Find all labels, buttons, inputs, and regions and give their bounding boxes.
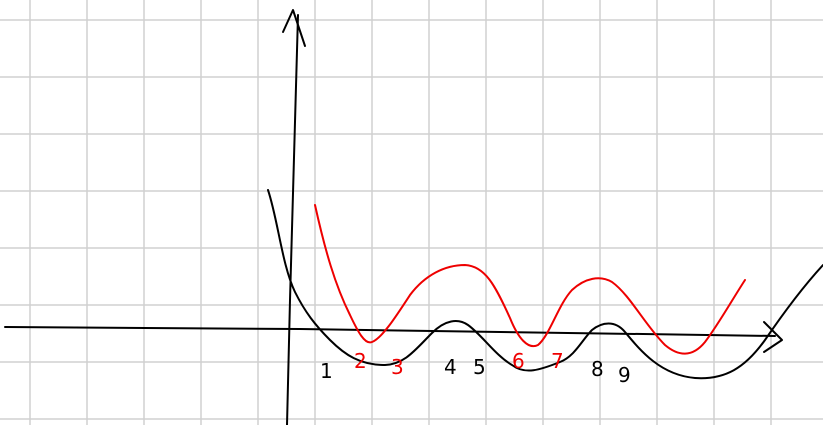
point-labels: 1 2 3 4 5 6 7 8 9 [320,349,631,387]
point-label: 8 [591,357,604,381]
sketch: 1 2 3 4 5 6 7 8 9 [0,0,823,425]
point-label: 4 [444,355,457,379]
x-axis [5,327,775,336]
point-label: 1 [320,359,333,383]
black-curve [268,190,823,378]
point-label: 3 [391,355,404,379]
point-label: 9 [618,363,631,387]
red-curve [315,205,745,354]
point-label: 2 [354,349,367,373]
point-label: 6 [512,349,525,373]
y-arrow [283,10,305,46]
grid-paper [0,0,823,425]
point-label: 7 [551,349,564,373]
point-label: 5 [473,355,486,379]
